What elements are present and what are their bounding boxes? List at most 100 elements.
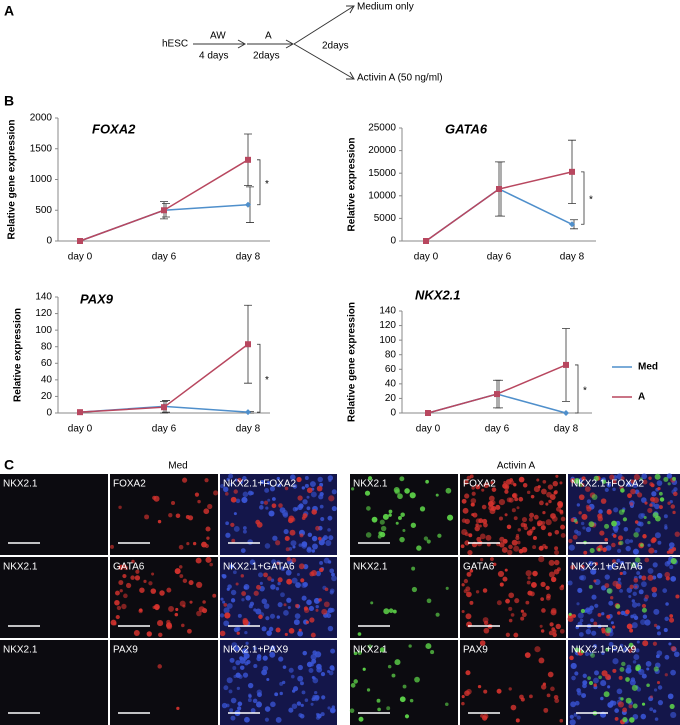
cell-dot <box>550 576 557 583</box>
cell-dot <box>235 660 241 666</box>
cell-dot <box>284 536 290 542</box>
cell-dot <box>576 688 581 693</box>
cell-dot <box>472 512 478 518</box>
cell-dot <box>229 657 235 663</box>
cell-dot <box>327 528 331 532</box>
cell-dot <box>226 587 230 591</box>
panel-label: A <box>4 3 14 19</box>
cell-dot <box>521 612 527 618</box>
cell-dot <box>655 654 660 659</box>
cell-dot <box>625 545 631 552</box>
cell-dot <box>292 506 298 512</box>
cell-dot <box>582 673 587 678</box>
cell-dot <box>320 712 325 717</box>
series-line <box>79 159 249 242</box>
cell-dot <box>357 650 363 656</box>
cell-dot <box>123 593 128 599</box>
cell-dot <box>296 476 302 483</box>
cell-dot <box>250 708 256 714</box>
cell-dot <box>321 695 326 700</box>
cell-dot <box>654 532 661 539</box>
cell-dot <box>642 614 648 619</box>
cell-dot <box>463 578 469 584</box>
cell-dot <box>547 671 554 678</box>
cell-dot <box>287 605 291 610</box>
y-tick-label: 80 <box>385 349 397 360</box>
cell-dot <box>654 473 661 480</box>
point <box>423 238 429 244</box>
cell-dot <box>327 706 331 710</box>
cell-dot <box>658 491 663 496</box>
cell-dot <box>605 674 611 680</box>
cell-dot <box>647 520 651 525</box>
cell-label: NKX2.1 <box>353 645 388 656</box>
cell-dot <box>526 490 531 495</box>
cell-dot <box>604 487 609 493</box>
cell-dot <box>195 557 202 564</box>
cell-dot <box>270 584 276 590</box>
cell-dot <box>290 517 296 522</box>
cell-dot <box>617 701 624 708</box>
cell-dot <box>612 559 616 564</box>
cell-dot <box>485 534 492 541</box>
cell-dot <box>536 478 540 482</box>
y-tick-label: 80 <box>41 341 53 352</box>
cell-dot <box>569 655 574 661</box>
cell-dot <box>350 683 356 688</box>
cell-dot <box>388 608 394 614</box>
cell-dot <box>536 520 543 527</box>
cell-dot <box>601 612 605 616</box>
cell-dot <box>639 565 643 570</box>
cell-dot <box>293 686 299 692</box>
cell-dot <box>205 556 212 563</box>
cell-dot <box>276 476 280 481</box>
cell-dot <box>641 607 647 613</box>
cell-dot <box>319 561 324 565</box>
cell-dot <box>399 476 405 482</box>
cell-dot <box>362 667 366 671</box>
cell-dot <box>528 517 534 522</box>
cell-dot <box>278 656 284 662</box>
cell-dot <box>633 473 640 481</box>
cell-dot <box>598 675 602 680</box>
cell-dot <box>272 565 276 569</box>
micrograph: NKX2.1+FOXA2 <box>220 473 337 555</box>
cell-dot <box>507 549 513 556</box>
cell-dot <box>576 503 581 507</box>
cell-dot <box>309 481 316 488</box>
cell-dot <box>527 576 531 580</box>
cell-dot <box>488 495 495 502</box>
cell-dot <box>567 580 573 586</box>
cell-dot <box>516 540 521 545</box>
cell-label: NKX2.1 <box>3 479 38 490</box>
cell-dot <box>632 703 638 709</box>
cell-dot <box>243 652 250 659</box>
cell-dot <box>653 608 660 615</box>
cell-dot <box>513 632 519 638</box>
cell-dot <box>376 698 381 703</box>
cell-dot <box>651 491 657 497</box>
diagram-text: Medium only <box>357 2 414 13</box>
cell-dot <box>426 598 432 604</box>
cell-dot <box>617 535 623 541</box>
cell-dot <box>574 671 579 676</box>
micrograph: GATA6 <box>460 556 566 638</box>
cell-dot <box>560 533 566 538</box>
cell-dot <box>188 580 194 586</box>
legend-label: A <box>638 392 645 403</box>
cell-dot <box>317 476 323 483</box>
cell-dot <box>477 684 482 689</box>
cell-dot <box>318 598 322 602</box>
cell-dot <box>538 545 544 551</box>
cell-dot <box>253 663 258 669</box>
cell-dot <box>256 654 262 659</box>
cell-dot <box>275 717 282 723</box>
cell-dot <box>404 488 410 494</box>
cell-dot <box>259 581 263 585</box>
cell-dot <box>531 526 536 530</box>
cell-dot <box>261 626 267 632</box>
cell-dot <box>465 670 471 676</box>
cell-dot <box>629 628 634 633</box>
cell-dot <box>414 676 420 683</box>
cell-dot <box>271 497 276 501</box>
